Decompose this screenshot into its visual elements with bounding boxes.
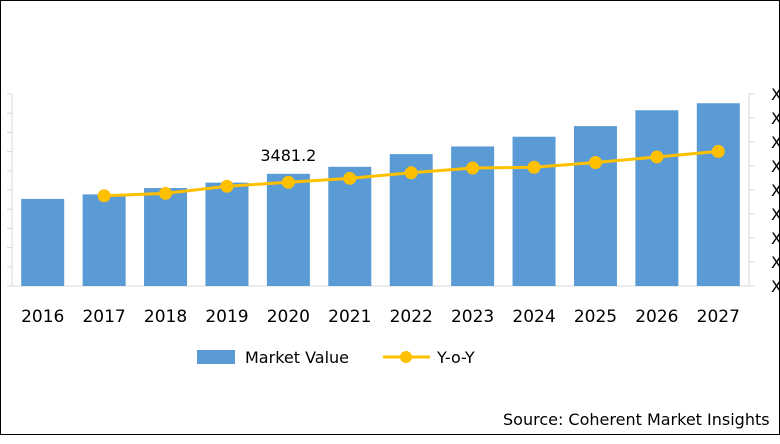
bar-2019	[205, 182, 249, 286]
yoy-point-2019	[220, 179, 234, 193]
yoy-point-2021	[343, 171, 357, 185]
right-axis-tick-label: X	[771, 85, 780, 104]
x-tick-label-2016: 2016	[21, 307, 64, 327]
legend-market-value: Market Value	[245, 348, 349, 367]
left-axis	[7, 93, 749, 287]
bar-2025	[573, 126, 617, 286]
bar-2024	[512, 136, 556, 286]
bar-2016	[21, 198, 65, 286]
x-tick-label-2018: 2018	[144, 307, 187, 327]
x-tick-label-2021: 2021	[328, 307, 371, 327]
yoy-point-2024	[527, 160, 541, 174]
yoy-point-2018	[159, 186, 173, 200]
x-tick-label-2027: 2027	[697, 307, 740, 327]
legend-yoy: Y-o-Y	[436, 348, 475, 367]
right-axis-tick-label: X	[771, 157, 780, 176]
yoy-point-2017	[97, 189, 111, 203]
bar-2027	[696, 103, 740, 286]
yoy-point-2026	[650, 150, 664, 164]
x-tick-label-2017: 2017	[82, 307, 125, 327]
x-tick-label-2024: 2024	[512, 307, 555, 327]
right-axis-tick-label: X	[771, 133, 780, 152]
yoy-line-series	[97, 144, 725, 203]
right-axis-tick-label: X	[771, 229, 780, 248]
x-tick-label-2019: 2019	[205, 307, 248, 327]
x-tick-label-2026: 2026	[635, 307, 678, 327]
x-axis-labels: 2016 2017 2018 2019 2020 2021 2022 2023 2024 2025…	[21, 307, 740, 327]
x-tick-label-2022: 2022	[390, 307, 433, 327]
yoy-point-2023	[466, 161, 480, 175]
right-axis-tick-label: X	[771, 181, 780, 200]
bar-2017	[82, 194, 126, 286]
legend-line-marker	[400, 351, 412, 363]
bar-2020	[266, 173, 310, 286]
right-axis-tick-label: X	[771, 205, 780, 224]
bars-series	[21, 103, 740, 286]
legend: Market Value Y-o-Y	[197, 348, 475, 367]
yoy-point-2022	[404, 166, 418, 180]
legend-bar-swatch	[197, 350, 235, 364]
right-axis-tick-label: X	[771, 109, 780, 128]
source-text: Source: Coherent Market Insights	[503, 410, 770, 429]
yoy-point-2025	[588, 156, 602, 169]
x-tick-label-2020: 2020	[267, 307, 310, 327]
bar-2018	[144, 188, 188, 286]
x-tick-label-2025: 2025	[574, 307, 617, 327]
right-axis-tick-label: X	[771, 277, 780, 296]
data-labels: 3481.2	[260, 146, 316, 165]
yoy-point-2027	[711, 144, 725, 158]
yoy-point-2020	[281, 175, 295, 189]
bar-2021	[328, 166, 372, 286]
x-tick-label-2023: 2023	[451, 307, 494, 327]
data-label-2020: 3481.2	[260, 146, 316, 165]
right-axis-tick-label: X	[771, 253, 780, 272]
bar-2026	[635, 110, 679, 286]
